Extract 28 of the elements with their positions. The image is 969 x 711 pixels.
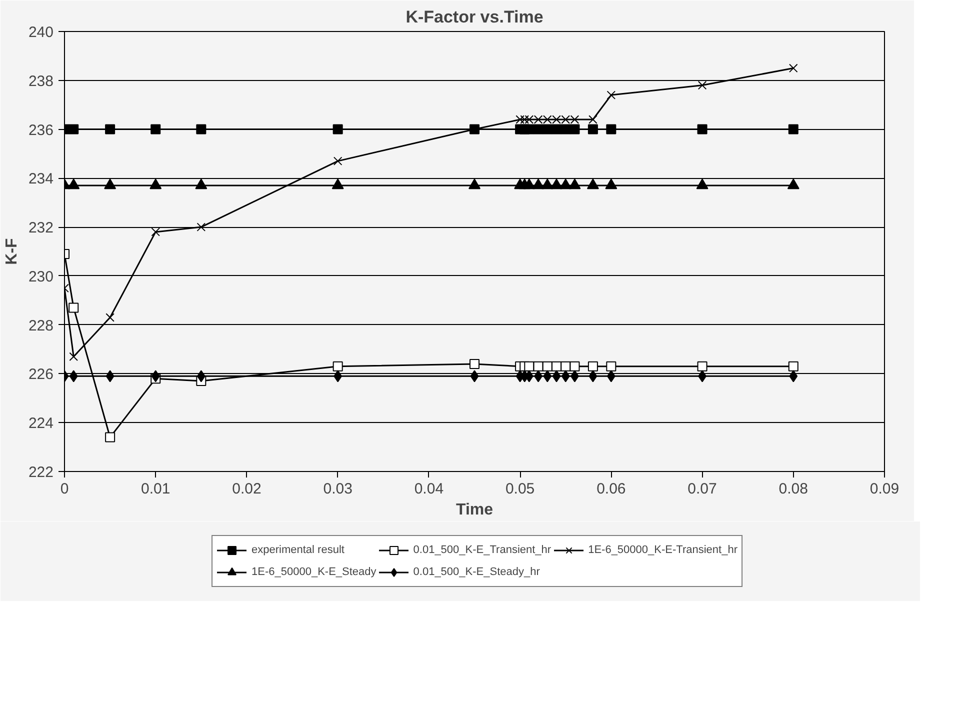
y-tick-label: 240 [28,24,54,41]
x-tick-label: 0.06 [596,480,626,498]
y-axis-title: K-F [3,238,20,265]
x-tick-label: 0.04 [414,480,444,498]
legend-label: 0.01_500_K-E_Steady_hr [413,566,540,578]
x-tick-label: 0.07 [688,480,717,498]
legend-label: 0.01_500_K-E_Transient_hr [413,544,552,556]
y-tick-label: 228 [28,317,54,334]
y-tick-label: 226 [28,366,54,384]
y-tick-label: 224 [28,415,54,432]
x-tick-label: 0.05 [505,480,535,498]
y-tick-label: 222 [28,464,54,481]
x-tick-label: 0 [60,480,69,498]
legend-label: 1E-6_50000_K-E-Transient_hr [588,544,738,556]
x-tick-label: 0.09 [870,480,900,498]
y-tick-label: 234 [28,170,54,188]
y-tick-label: 230 [28,268,54,286]
y-tick-label: 238 [28,72,54,90]
x-tick-label: 0.01 [141,480,170,498]
y-tick-label: 232 [28,220,54,237]
x-tick-label: 0.08 [778,480,808,498]
x-tick-label: 0.03 [323,480,352,498]
x-axis-title: Time [456,502,494,518]
legend-label: experimental result [252,544,344,556]
chart-title: K-Factor vs.Time [406,8,544,26]
y-tick-label: 236 [28,122,54,139]
x-tick-label: 0.02 [232,480,262,498]
legend-label: 1E-6_50000_K-E_Steady [252,566,376,578]
